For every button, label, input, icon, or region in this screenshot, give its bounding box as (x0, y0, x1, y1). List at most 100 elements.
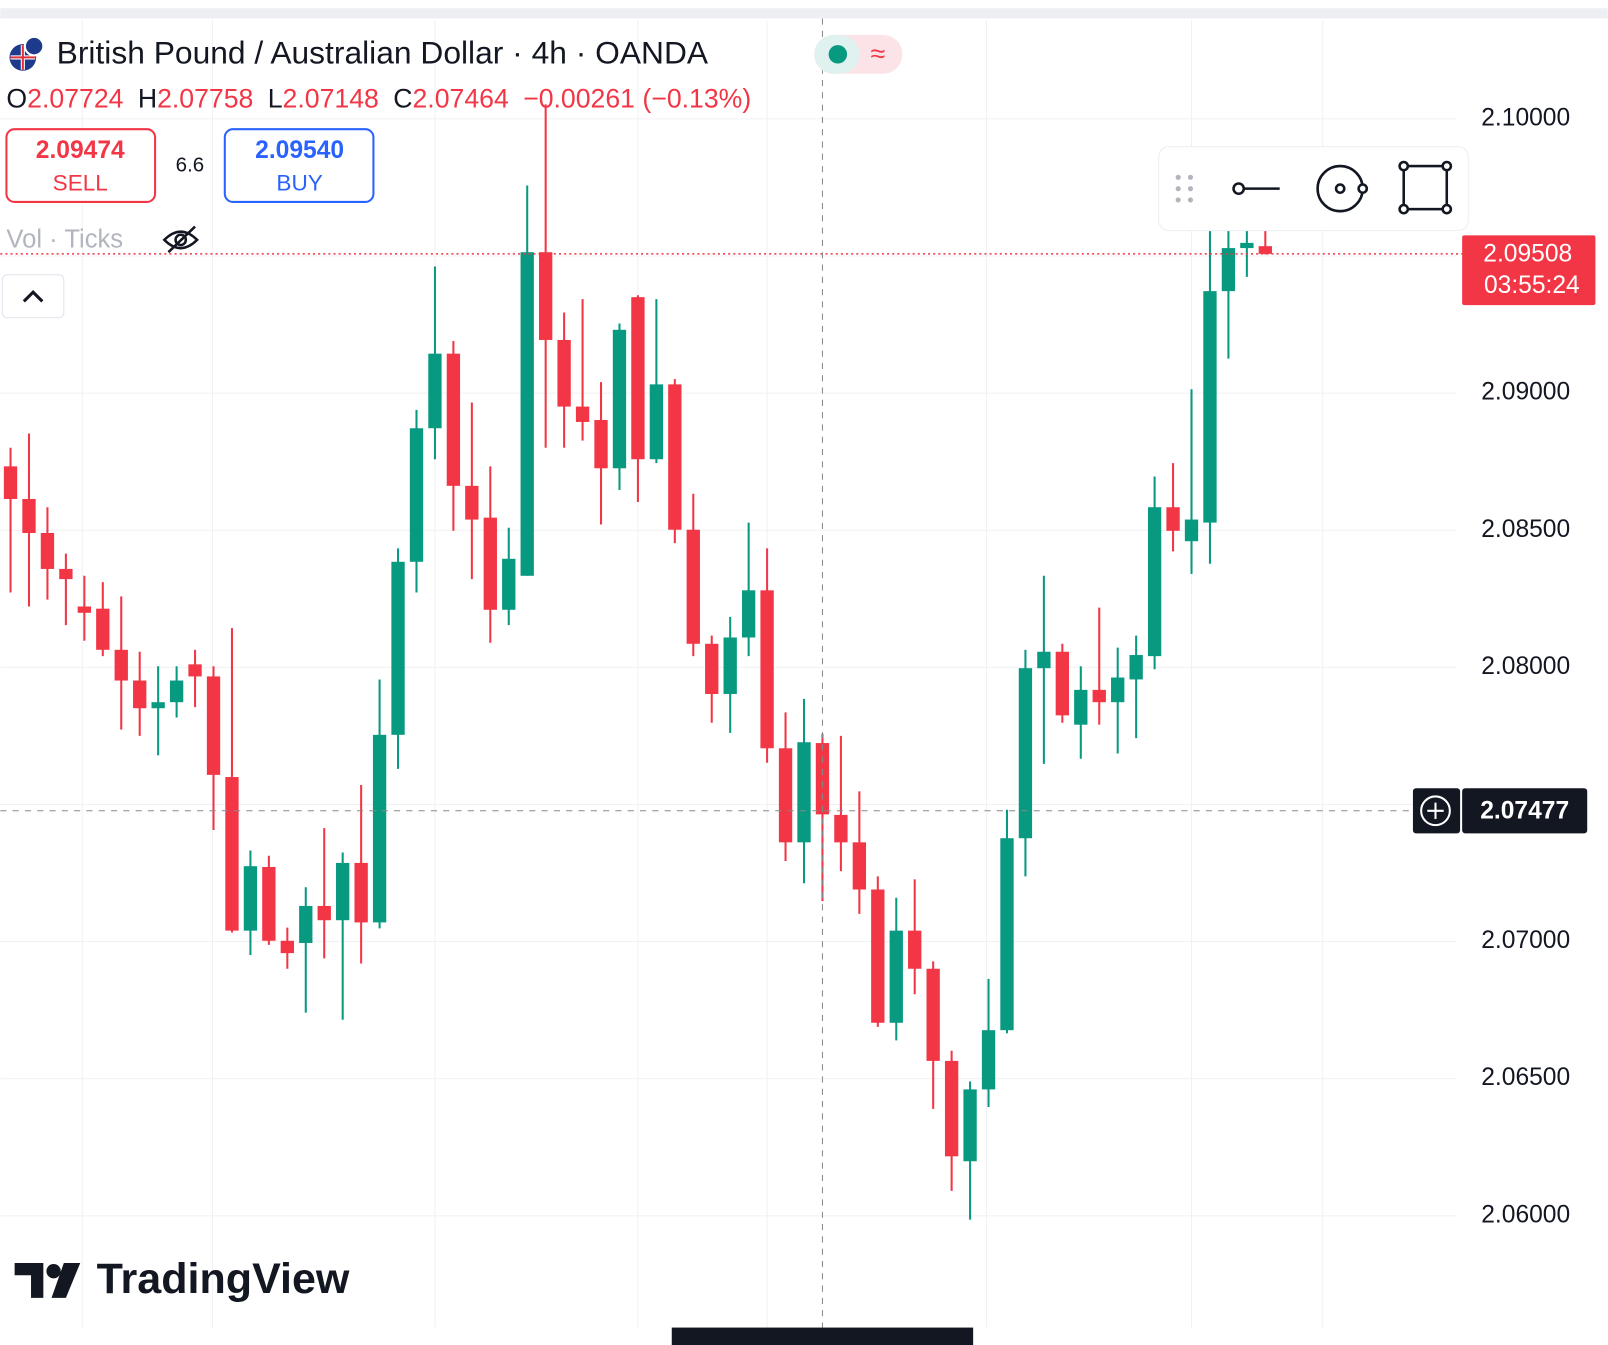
brand-name: TradingView (97, 1255, 350, 1303)
y-tick-label: 2.08000 (1481, 653, 1570, 680)
candle-body (206, 676, 221, 775)
candle-body (908, 930, 922, 969)
candle-body (96, 608, 110, 650)
sell-price: 2.09474 (36, 137, 125, 164)
candle-body (1184, 519, 1199, 542)
legend-key: L (268, 84, 283, 114)
candle-body (797, 742, 811, 843)
y-tick-label: 2.06000 (1481, 1201, 1570, 1228)
crosshair-price-label: 2.07477 (1480, 797, 1569, 824)
candle-body (944, 1060, 959, 1157)
sell-button[interactable] (5, 128, 157, 203)
candle-body (1074, 689, 1088, 725)
candle-body (336, 862, 350, 921)
sell-label: SELL (53, 170, 108, 195)
candle-body (1092, 689, 1106, 703)
candle-body (188, 664, 202, 677)
candle-body (1240, 242, 1254, 249)
candle-body (1129, 655, 1143, 680)
crosshair-price-box (1462, 788, 1588, 834)
candle-body (649, 384, 664, 460)
candle-body (871, 889, 885, 1023)
candle-body (114, 649, 128, 681)
drag-handle[interactable] (1175, 174, 1194, 203)
line-tool[interactable] (1232, 182, 1280, 196)
candle-body (409, 428, 424, 562)
candle-body (59, 568, 73, 580)
candle-body (815, 743, 830, 815)
candle-body (169, 680, 184, 703)
candle-body (391, 561, 405, 735)
candle-body (575, 406, 590, 422)
candle-body (760, 590, 774, 749)
top-bar (0, 8, 1608, 19)
candle-body (483, 517, 497, 610)
y-tick-label: 2.06500 (1481, 1064, 1570, 1091)
candle-body (705, 643, 719, 694)
candle-body (428, 353, 442, 429)
candle-body (1221, 248, 1236, 292)
candle-body (778, 748, 793, 843)
buy-price: 2.09540 (255, 137, 344, 164)
candle-body (502, 558, 516, 610)
candle-body (963, 1089, 977, 1162)
rectangle-tool[interactable] (1398, 160, 1453, 215)
candle-body (133, 680, 147, 709)
legend-value: 2.07148 (283, 84, 379, 114)
drawing-toolbar (1158, 146, 1469, 232)
plus-sign (1427, 802, 1444, 819)
candle-body (1000, 838, 1014, 1031)
candle-body (631, 297, 645, 460)
candle-body (594, 420, 608, 469)
candle-body (151, 702, 165, 709)
collapse-button[interactable] (1, 274, 65, 319)
legend-value: 2.07464 (412, 84, 508, 114)
y-tick-label: 2.09000 (1481, 379, 1570, 406)
candle-body (981, 1030, 996, 1090)
candle-body (538, 252, 553, 340)
legend-key: C (393, 84, 412, 114)
circle-tool[interactable] (1316, 164, 1369, 213)
candle-body (299, 905, 313, 943)
candle-body (834, 814, 848, 843)
legend-value: 2.07758 (157, 84, 253, 114)
candle-body (1258, 246, 1272, 254)
candle-body (1037, 651, 1051, 669)
candle-body (446, 353, 461, 486)
delay-icon: ≈ (870, 38, 885, 68)
candle-body (741, 590, 756, 638)
volume-label: Vol · Ticks (6, 226, 123, 254)
candle-body (557, 339, 571, 407)
legend-value: 2.07724 (27, 84, 123, 114)
symbol-flag (9, 35, 45, 71)
candle-body (612, 329, 627, 469)
candle-body (723, 637, 737, 694)
add-alert-icon[interactable] (1420, 795, 1451, 827)
candle-body (77, 606, 92, 613)
legend-key: H (138, 84, 157, 114)
candle-body (465, 485, 479, 520)
spread: 6.6 (176, 153, 204, 176)
brand-logo (14, 1262, 81, 1298)
hide-icon[interactable] (162, 225, 199, 254)
candle-body (1203, 291, 1217, 523)
candle-body (317, 905, 331, 921)
candle-body (926, 968, 940, 1061)
y-tick-label: 2.07000 (1481, 927, 1570, 954)
y-tick-label: 2.08500 (1481, 516, 1570, 543)
candle-body (372, 734, 387, 923)
candle-body (889, 930, 903, 1023)
candle-body (852, 842, 867, 890)
candle-body (1055, 651, 1070, 716)
y-tick-label: 2.10000 (1481, 104, 1570, 131)
candle-body (1018, 668, 1033, 839)
candle-body (1147, 507, 1162, 657)
price-change: −0.00261 (−0.13%) (523, 84, 751, 114)
buy-button[interactable] (223, 128, 375, 203)
chevron-up (22, 289, 44, 303)
candle-body (225, 777, 239, 931)
market-open-dot (828, 45, 848, 64)
bottom-bar (671, 1327, 974, 1345)
